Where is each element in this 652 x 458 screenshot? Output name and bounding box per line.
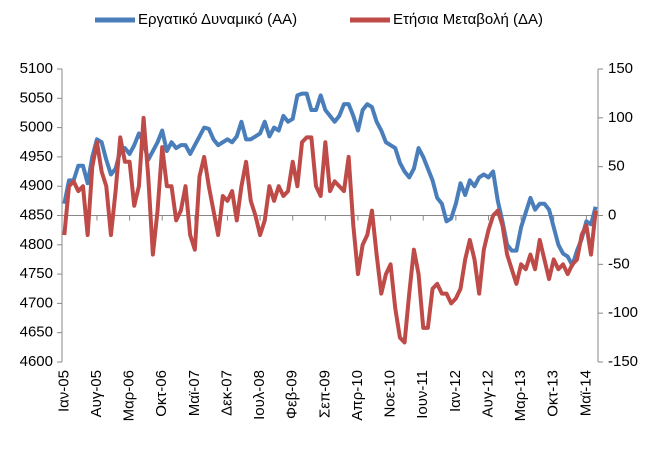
legend-label: Ετήσια Μεταβολή (ΔΑ) <box>393 11 543 28</box>
y2-tick-label: -100 <box>608 304 638 321</box>
y2-tick-label: 150 <box>608 60 633 77</box>
legend-label: Εργατικό Δυναμικό (ΑΑ) <box>138 11 297 28</box>
series-line <box>62 115 598 345</box>
x-tick-label: Μαρ-13 <box>512 370 529 421</box>
y-tick-label: 4850 <box>20 206 53 223</box>
x-tick-label: Ιαν-05 <box>55 370 72 412</box>
y-tick-label: 5100 <box>20 60 53 77</box>
x-tick-label: Ιουν-11 <box>414 370 431 419</box>
y-tick-label: 4600 <box>20 353 53 370</box>
x-tick-label: Μαϊ-14 <box>577 370 594 416</box>
x-tick-label: Οκτ-13 <box>545 370 562 417</box>
y2-tick-label: 100 <box>608 109 633 126</box>
x-tick-label: Σεπ-09 <box>316 370 333 418</box>
y-tick-label: 5000 <box>20 119 53 136</box>
y2-tick-label: 50 <box>608 158 625 175</box>
y2-tick-label: 0 <box>608 206 616 223</box>
y-tick-label: 4750 <box>20 265 53 282</box>
x-tick-label: Αυγ-12 <box>479 370 496 417</box>
y2-tick-label: -50 <box>608 255 630 272</box>
x-tick-label: Δεκ-07 <box>218 370 235 416</box>
x-tick-label: Μαϊ-07 <box>186 370 203 416</box>
x-tick-label: Αυγ-05 <box>88 370 105 417</box>
y-tick-label: 4800 <box>20 236 53 253</box>
y-tick-label: 4900 <box>20 177 53 194</box>
y-tick-label: 4650 <box>20 324 53 341</box>
y-tick-label: 4950 <box>20 148 53 165</box>
x-tick-label: Νοε-10 <box>382 370 399 418</box>
x-tick-label: Ιουλ-08 <box>251 370 268 420</box>
x-tick-label: Οκτ-06 <box>153 370 170 417</box>
x-tick-label: Φεβ-09 <box>284 370 301 419</box>
y-tick-label: 4700 <box>20 294 53 311</box>
x-tick-label: Απρ-10 <box>349 370 366 421</box>
y-tick-label: 5050 <box>20 89 53 106</box>
x-tick-label: Μαρ-06 <box>121 370 138 421</box>
y2-tick-label: -150 <box>608 353 638 370</box>
x-tick-label: Ιαν-12 <box>447 370 464 412</box>
